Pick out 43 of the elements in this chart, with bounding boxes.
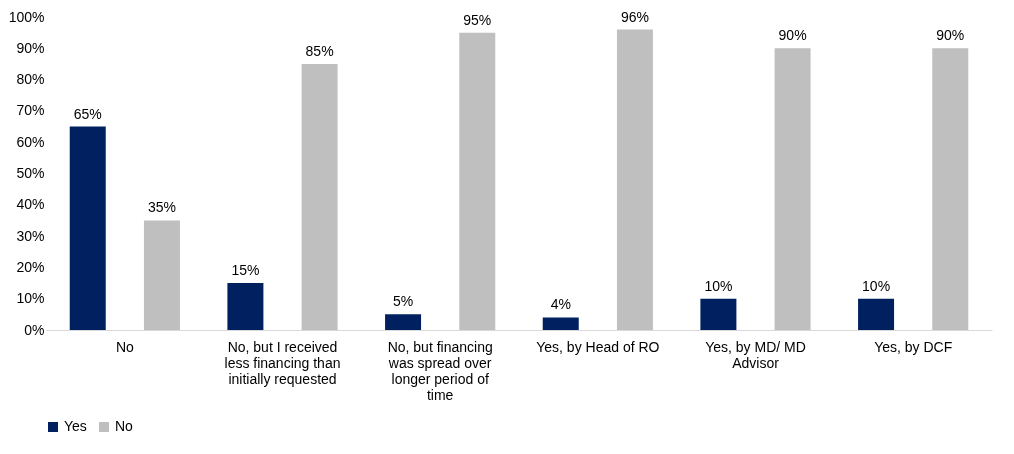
y-tick-label: 50% [16, 165, 45, 181]
y-tick-label: 70% [16, 102, 45, 119]
text: 10% [862, 277, 891, 294]
bar [143, 220, 180, 330]
x-tick-label: No [115, 338, 134, 355]
x-tick-label: No, but financing was spread over longer period of time [387, 338, 493, 403]
y-tick-label: 40% [16, 196, 45, 213]
y-tick-label: 30% [16, 227, 45, 244]
text: 90% [936, 27, 965, 44]
y-tick-label: 100% [8, 8, 45, 25]
y-tick-label: 90% [16, 39, 45, 56]
y-tick-label: 60% [16, 133, 45, 150]
x-tick-label: Yes, by MD/ MD Advisor [705, 338, 806, 371]
text: 96% [620, 8, 649, 25]
bar [700, 298, 737, 330]
bar [227, 283, 264, 330]
bar [774, 48, 811, 330]
x-tick-label: Yes, by DCF [874, 338, 953, 355]
legend-label: No [115, 418, 134, 434]
bar [459, 32, 496, 330]
y-tick-label: 10% [16, 290, 45, 307]
text: 95% [463, 11, 492, 28]
text: 10% [704, 277, 733, 294]
bar [385, 314, 422, 330]
bar [858, 298, 895, 330]
bar [301, 63, 338, 330]
bar [69, 126, 106, 330]
y-tick-label: 0% [24, 321, 45, 338]
y-tick-label: 20% [16, 258, 45, 275]
bar [932, 48, 969, 330]
text: 35% [147, 199, 176, 216]
text: 5% [392, 293, 414, 310]
legend-label: Yes [64, 418, 87, 434]
text: 4% [550, 296, 571, 313]
y-tick-label: 80% [16, 71, 45, 88]
text: 65% [73, 105, 102, 122]
bar [616, 29, 653, 330]
text: 90% [778, 27, 807, 44]
text: 85% [305, 42, 334, 59]
bar [542, 317, 579, 330]
text: 15% [231, 262, 260, 279]
x-tick-label: Yes, by Head of RO [536, 338, 660, 355]
x-tick-label: No, but I received less financing than initially requested [224, 338, 341, 387]
